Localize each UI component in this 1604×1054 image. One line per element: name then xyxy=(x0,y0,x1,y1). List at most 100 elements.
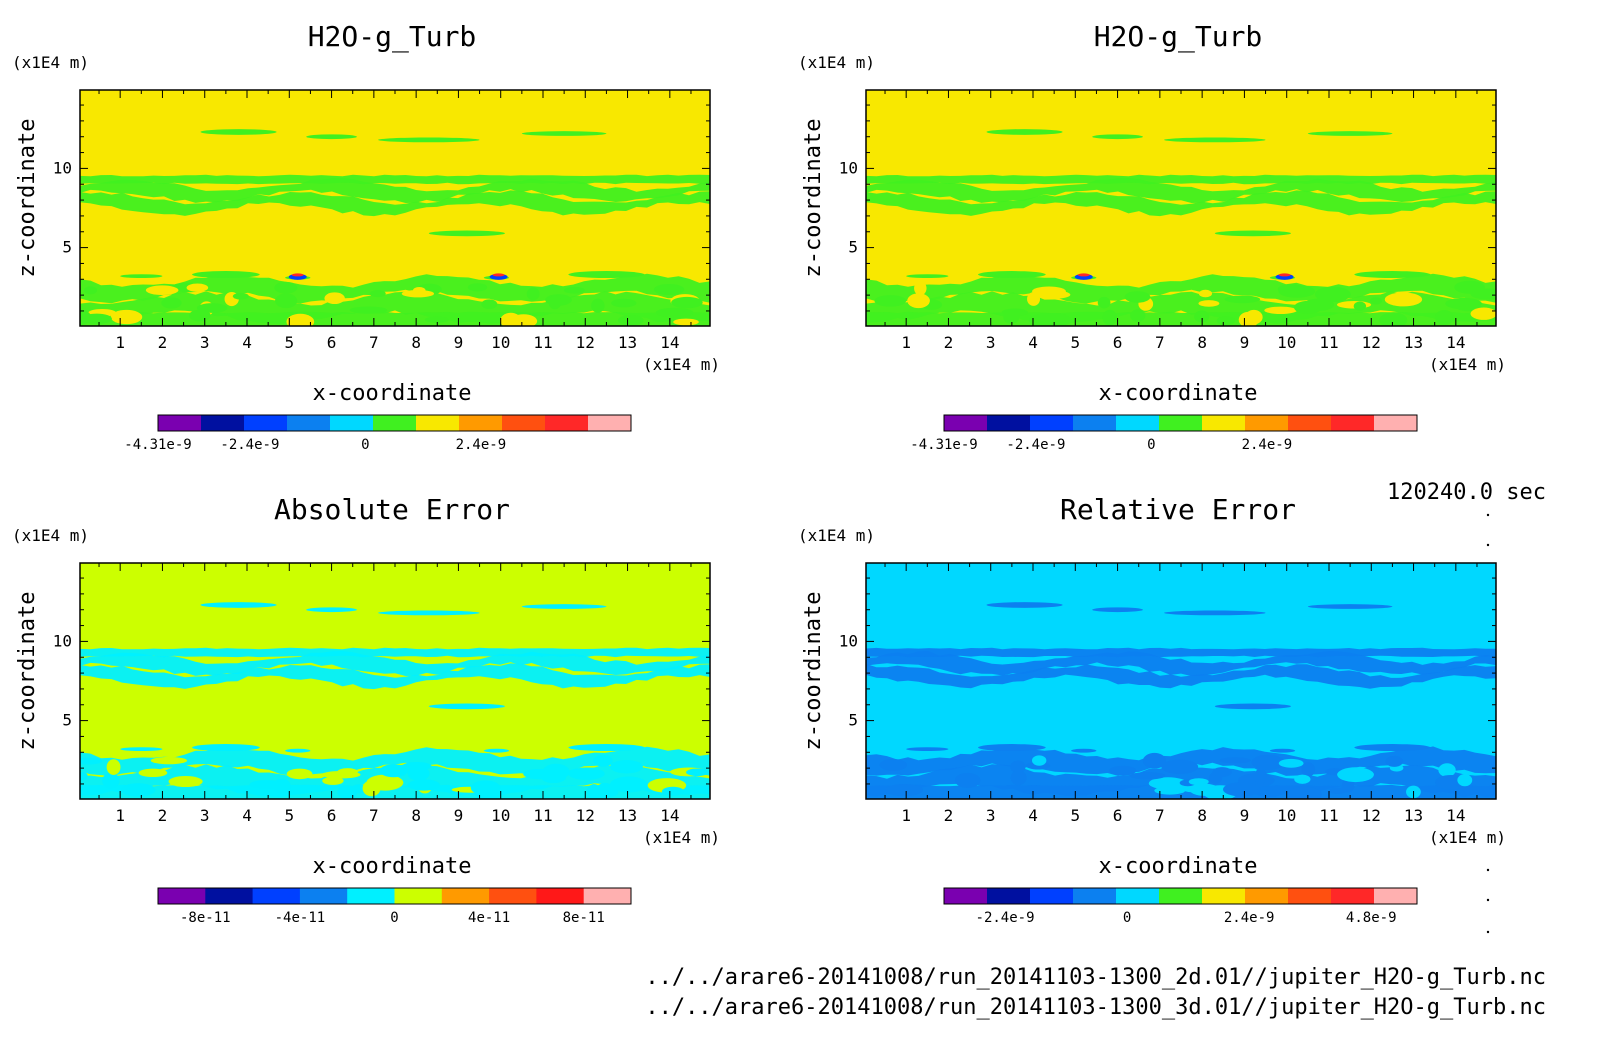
x-tick-label: 7 xyxy=(1155,806,1165,825)
contour-patch xyxy=(138,768,168,778)
chart-title: H2O-g_Turb xyxy=(308,20,477,54)
x-tick-label: 8 xyxy=(1197,333,1207,352)
colorbar-swatch xyxy=(394,888,443,904)
x-tick-label: 5 xyxy=(284,806,294,825)
contour-patch xyxy=(655,307,694,318)
contour-patch xyxy=(563,286,585,294)
contour-patch xyxy=(150,756,188,765)
contour-patch xyxy=(1039,290,1071,299)
chart-panel-2: H2O-g_Turb(x1E4 m)1 2 3 4 5 6 7 8 9 10 11 12 13 14510… xyxy=(798,20,1506,453)
colorbar-swatch xyxy=(502,415,546,431)
colorbar-swatch xyxy=(588,415,632,431)
y-axis-label: z-coordinate xyxy=(15,592,40,751)
contour-blob xyxy=(306,134,357,140)
contour-blob xyxy=(378,137,480,143)
contour-patch xyxy=(610,776,648,793)
y-axis-label: z-coordinate xyxy=(801,592,826,751)
x-tick-label: 7 xyxy=(1155,333,1165,352)
x-tick-label: 3 xyxy=(986,333,996,352)
x-tick-label: 3 xyxy=(200,806,210,825)
contour-blob xyxy=(986,129,1063,135)
contour-patch xyxy=(106,759,121,775)
x-tick-label: 9 xyxy=(1240,806,1250,825)
maximum-spot xyxy=(1077,273,1090,277)
y-tick-label: 5 xyxy=(62,238,72,257)
contour-patch xyxy=(1189,783,1220,796)
contour-patch xyxy=(110,309,143,325)
colorbar-swatch xyxy=(158,415,202,431)
contour-patch xyxy=(80,757,103,765)
x-tick-label: 1 xyxy=(901,333,911,352)
colorbar-swatch xyxy=(545,415,589,431)
contour-patch xyxy=(1437,779,1458,786)
contour-patch xyxy=(321,770,361,779)
y-tick-label: 5 xyxy=(848,238,858,257)
colorbar-swatch xyxy=(1073,888,1117,904)
contour-patch xyxy=(1129,772,1166,780)
x-tick-label: 8 xyxy=(411,333,421,352)
contour-band xyxy=(80,784,710,799)
contour-patch xyxy=(1198,289,1213,298)
contour-patch xyxy=(467,283,488,292)
contour-band xyxy=(80,647,710,658)
contour-blob xyxy=(1307,604,1393,609)
contour-patch xyxy=(1314,286,1351,303)
x-tick-label: 12 xyxy=(576,333,595,352)
contour-blob xyxy=(1164,610,1266,616)
contour-patch xyxy=(1154,786,1186,795)
contour-patch xyxy=(120,783,156,797)
x-unit-label: (x1E4 m) xyxy=(643,828,720,847)
contour-patch xyxy=(362,780,381,797)
x-tick-label: 6 xyxy=(1113,333,1123,352)
colorbar-swatch xyxy=(583,888,632,904)
edge-dot xyxy=(1486,543,1490,547)
contour-patch xyxy=(161,297,182,309)
contour-band xyxy=(866,190,1496,217)
contour-patch xyxy=(1238,311,1259,326)
contour-patch xyxy=(379,764,408,778)
contour-blob xyxy=(1214,703,1291,710)
chart-title: Relative Error xyxy=(1060,493,1296,526)
contour-patch xyxy=(188,309,211,322)
contour-blob xyxy=(568,271,645,279)
colorbar-swatch xyxy=(1288,415,1332,431)
contour-patch xyxy=(102,772,120,789)
colorbar-swatch xyxy=(158,888,206,904)
colorbar-swatch xyxy=(373,415,417,431)
y-unit-label: (x1E4 m) xyxy=(798,526,875,545)
plot-area xyxy=(80,563,710,799)
x-tick-label: 14 xyxy=(660,333,679,352)
colorbar-tick-label: -8e-11 xyxy=(180,910,231,926)
maximum-spot xyxy=(492,273,505,277)
contour-patch xyxy=(1142,752,1167,769)
contour-patch xyxy=(673,318,699,326)
contour-band xyxy=(866,311,1496,326)
x-tick-label: 9 xyxy=(454,333,464,352)
colorbar-tick-label: 0 xyxy=(361,437,369,453)
x-tick-label: 11 xyxy=(533,333,552,352)
contour-band xyxy=(80,178,710,203)
contour-patch xyxy=(1194,310,1210,323)
x-tick-label: 6 xyxy=(327,806,337,825)
contour-patch xyxy=(412,286,426,294)
x-tick-label: 9 xyxy=(454,806,464,825)
contour-patch xyxy=(186,283,209,292)
contour-patch xyxy=(80,771,88,781)
colorbar-swatch xyxy=(1116,888,1160,904)
colorbar-tick-label: -4.31e-9 xyxy=(124,437,191,453)
contour-patch xyxy=(523,768,556,780)
contour-patch xyxy=(1470,288,1496,300)
x-tick-label: 5 xyxy=(284,333,294,352)
contour-band xyxy=(80,190,710,217)
contour-patch xyxy=(1379,312,1408,326)
contour-blob xyxy=(978,271,1046,279)
colorbar-tick-label: 0 xyxy=(1123,910,1131,926)
colorbar-swatch xyxy=(1116,415,1160,431)
edge-dot xyxy=(1486,898,1490,902)
colorbar-swatch xyxy=(287,415,331,431)
colorbar-tick-label: 4e-11 xyxy=(468,910,510,926)
edge-dot xyxy=(1486,930,1490,934)
contour-patch xyxy=(1216,316,1236,326)
x-unit-label: (x1E4 m) xyxy=(1429,355,1506,374)
contour-patch xyxy=(1384,292,1423,307)
